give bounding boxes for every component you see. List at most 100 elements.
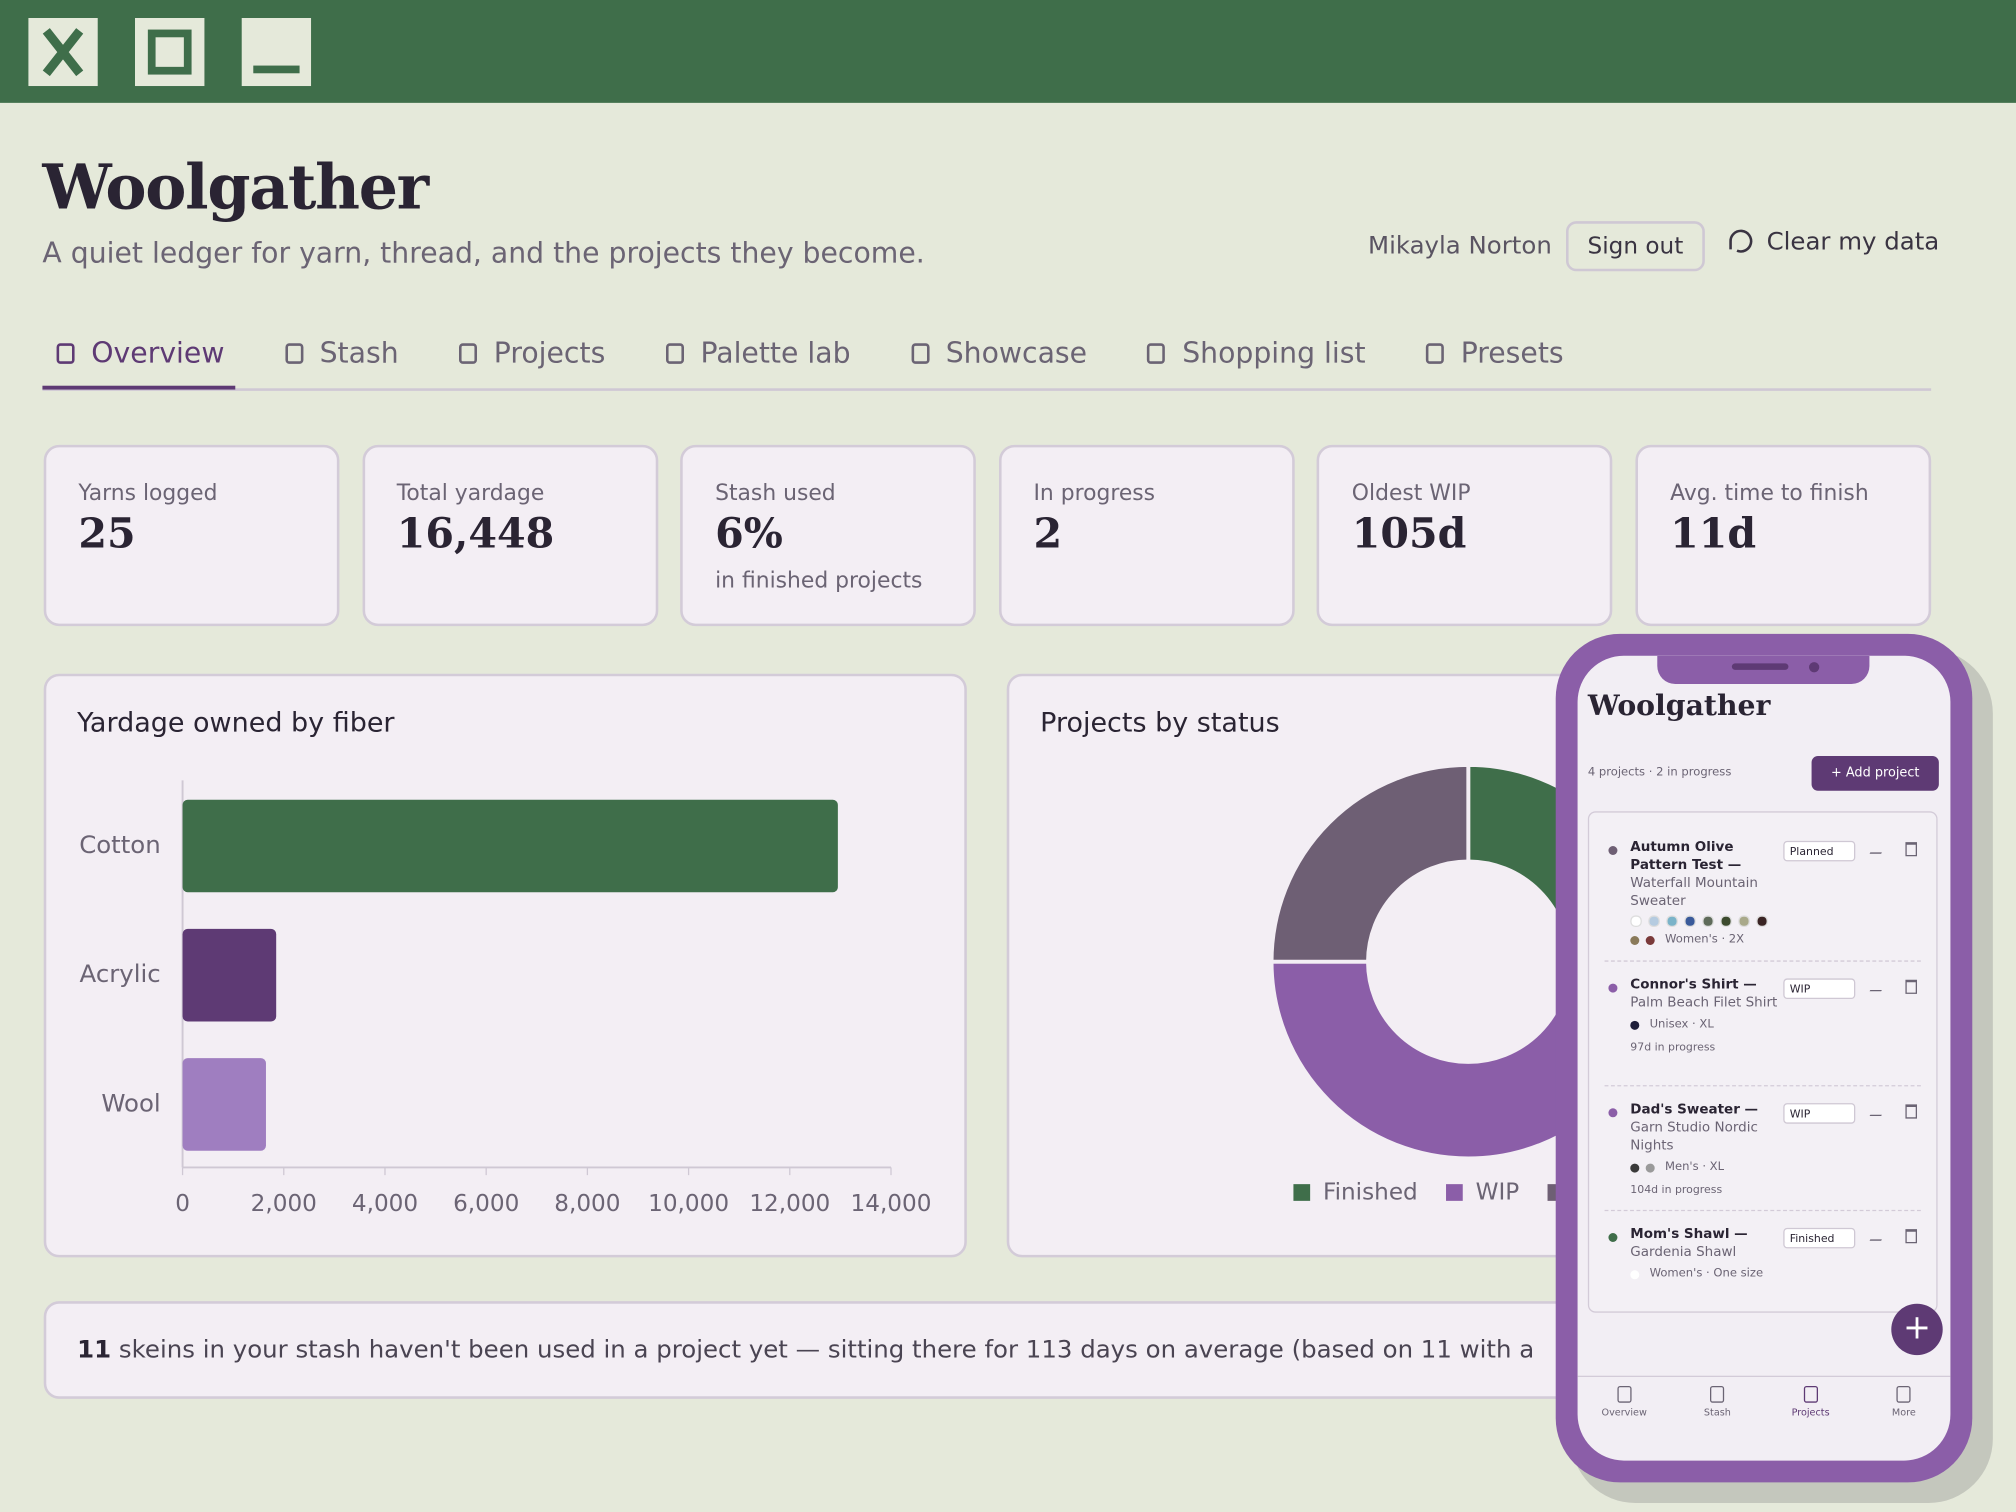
tab[interactable]: Projects (445, 321, 616, 389)
swatch (1738, 915, 1750, 927)
tab-icon (910, 343, 929, 364)
meta-row: Men's · XL (1630, 1158, 1778, 1176)
nav-icon (1710, 1385, 1725, 1403)
yarn-dot (1630, 1020, 1640, 1030)
yarn-dot (1645, 1162, 1655, 1172)
pattern-name: Palm Beach Filet Shirt (1630, 995, 1778, 1011)
project-name: Mom's Shawl — (1630, 1226, 1748, 1242)
tab[interactable]: Showcase (897, 321, 1097, 389)
category-label: Wool (101, 1088, 160, 1117)
nav-icon (1896, 1385, 1911, 1403)
x-tick-label: 0 (175, 1191, 190, 1217)
category-label: Cotton (79, 830, 161, 859)
stat-note: in finished projects (715, 568, 923, 594)
app-title: Woolgather (42, 151, 429, 224)
nav-item[interactable]: Overview (1578, 1383, 1671, 1418)
pattern-name: Gardenia Shawl (1630, 1244, 1737, 1260)
tab[interactable]: Presets (1412, 321, 1574, 389)
nav-label: Stash (1703, 1406, 1731, 1419)
meta: Women's · One size (1649, 1267, 1764, 1281)
status-select[interactable]: WIP (1783, 978, 1856, 999)
delete-button[interactable] (1905, 1229, 1917, 1244)
delete-button[interactable] (1905, 979, 1917, 994)
swatch (1702, 915, 1714, 927)
stat-value: 11d (1670, 509, 1757, 558)
x-tick-label: 14,000 (851, 1191, 932, 1217)
donut-slice (1269, 763, 1471, 964)
speaker (1731, 663, 1789, 670)
note-count: 11 (77, 1335, 112, 1365)
stat-value: 16,448 (396, 509, 555, 558)
user-name: Mikayla Norton (1367, 231, 1552, 260)
legend-swatch (1293, 1184, 1311, 1201)
swatch (1756, 915, 1768, 927)
edit-button[interactable] (1869, 1103, 1889, 1116)
tab-icon (459, 343, 478, 364)
pattern-name: Waterfall Mountain Sweater (1630, 875, 1758, 909)
delete-button[interactable] (1905, 842, 1917, 857)
stat-value: 105d (1351, 509, 1467, 558)
add-project-button[interactable]: + Add project (1811, 755, 1939, 791)
stat-label: Yarns logged (78, 480, 218, 507)
meta: Men's · XL (1664, 1160, 1725, 1174)
status-select[interactable]: Planned (1783, 840, 1856, 862)
category-label: Acrylic (80, 959, 161, 988)
fab-button[interactable]: + (1891, 1303, 1943, 1356)
close-icon (42, 28, 84, 77)
status-dot (1608, 983, 1618, 993)
nav-item[interactable]: Stash (1671, 1383, 1764, 1418)
status-value: Finished (1789, 1232, 1835, 1246)
edit-button[interactable] (1869, 840, 1889, 854)
nav-item[interactable]: Projects (1764, 1383, 1857, 1418)
edit-button[interactable] (1869, 1227, 1889, 1241)
notch (1657, 655, 1870, 684)
minimize-button[interactable] (241, 17, 312, 87)
legend-label: Finished (1323, 1180, 1418, 1206)
stat-card: In progress 2 (998, 444, 1295, 627)
phone-summary: 4 projects · 2 in progress (1587, 766, 1732, 780)
swatch (1684, 915, 1696, 927)
camera (1808, 662, 1820, 673)
item-divider (1604, 1085, 1921, 1087)
add-project-label: Add project (1845, 766, 1920, 781)
stat-card: Stash used 6% in finished projects (680, 444, 977, 627)
edit-button[interactable] (1869, 978, 1889, 992)
tab[interactable]: Shopping list (1133, 321, 1376, 389)
swatches (1630, 915, 1778, 927)
yarn-dot (1630, 1269, 1640, 1279)
tab[interactable]: Overview (42, 321, 235, 390)
tab[interactable]: Palette lab (652, 321, 861, 389)
tab-label: Projects (493, 337, 606, 370)
days: 97d in progress (1630, 1041, 1716, 1055)
tab-label: Overview (91, 337, 225, 370)
project-name: Connor's Shirt — (1630, 977, 1757, 993)
tab-label: Presets (1460, 337, 1564, 370)
yarn-dot (1630, 935, 1640, 945)
stat-label: Oldest WIP (1351, 480, 1471, 507)
item-divider (1604, 960, 1921, 962)
stat-value: 2 (1033, 509, 1063, 558)
stat-label: Stash used (715, 480, 836, 507)
tab[interactable]: Stash (271, 321, 409, 389)
stat-card: Total yardage 16,448 (362, 444, 658, 627)
meta-row: Unisex · XL (1630, 1016, 1778, 1034)
note-text: skeins in your stash haven't been used i… (118, 1335, 1535, 1365)
meta-row: Women's · One size (1630, 1265, 1778, 1283)
status-value: Planned (1789, 845, 1834, 859)
clear-data-button[interactable]: Clear my data (1766, 227, 1940, 256)
status-select[interactable]: Finished (1783, 1227, 1856, 1249)
x-tick-label: 4,000 (352, 1191, 418, 1217)
item-text: Connor's Shirt — Palm Beach Filet Shirt Un… (1630, 976, 1778, 1057)
meta: Women's · 2X (1664, 933, 1745, 947)
sign-out-button[interactable]: Sign out (1565, 221, 1705, 272)
tab-icon (665, 343, 684, 364)
delete-button[interactable] (1905, 1104, 1917, 1119)
nav-item[interactable]: More (1857, 1383, 1950, 1418)
window-bar (0, 0, 2016, 103)
maximize-button[interactable] (134, 17, 205, 87)
tab-icon (284, 343, 303, 364)
clear-icon (1729, 229, 1753, 253)
status-select[interactable]: WIP (1783, 1103, 1856, 1124)
bar (182, 799, 838, 893)
